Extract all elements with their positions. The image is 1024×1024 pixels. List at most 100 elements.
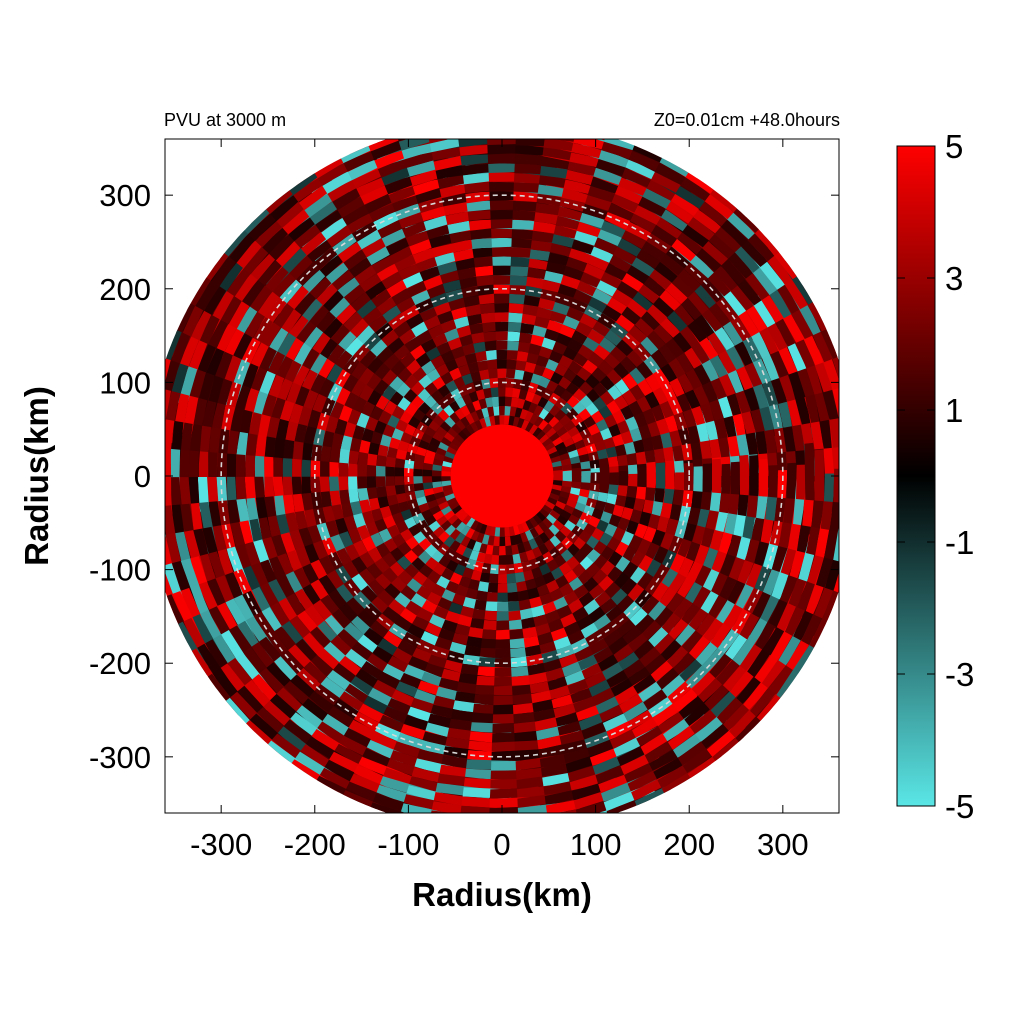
field-cell [745, 559, 765, 589]
field-cell [420, 671, 445, 688]
field-cell [521, 304, 539, 316]
field-cell [470, 530, 480, 542]
field-cell [213, 323, 236, 357]
field-cell [338, 655, 363, 678]
field-cell [518, 812, 561, 813]
field-cell [437, 310, 454, 325]
field-cell [494, 415, 500, 425]
field-cell [625, 158, 656, 180]
field-cell [538, 519, 552, 533]
field-cell [693, 466, 703, 492]
field-cell [348, 488, 360, 504]
field-cell [769, 289, 792, 319]
field-cell [843, 466, 853, 503]
field-cell [285, 593, 306, 618]
field-cell [655, 462, 666, 489]
field-cell [488, 573, 500, 584]
field-cell [235, 544, 252, 570]
field-cell [522, 399, 532, 411]
field-cell [459, 815, 494, 827]
field-cell [648, 267, 672, 290]
field-cell [429, 146, 461, 161]
field-cell [479, 572, 492, 584]
field-cell [547, 415, 560, 428]
field-cell [437, 409, 450, 422]
field-cell [814, 390, 830, 422]
field-cell [455, 125, 517, 137]
field-cell [252, 391, 268, 417]
field-cell [457, 416, 470, 429]
y-tick-label: -300 [89, 740, 151, 775]
field-cell [417, 439, 430, 451]
field-cell [520, 294, 541, 307]
field-cell [375, 395, 390, 411]
field-cell [469, 731, 496, 743]
field-cell [456, 181, 490, 194]
colorbar-tick-label: -5 [945, 788, 974, 825]
field-cell [777, 398, 793, 428]
field-cell [419, 206, 446, 222]
field-cell [540, 436, 553, 448]
title-left: PVU at 3000 m [164, 110, 286, 130]
field-cell [514, 730, 542, 743]
field-cell [331, 432, 344, 451]
field-cell [542, 772, 571, 787]
field-cell [716, 392, 733, 419]
field-cell [747, 614, 771, 645]
field-cell [541, 367, 555, 380]
field-cell [563, 139, 608, 141]
field-cell [423, 315, 441, 330]
field-cell [684, 347, 703, 369]
field-cell [514, 125, 546, 137]
field-cell [338, 531, 354, 550]
field-cell [494, 676, 518, 687]
field-cell [839, 491, 853, 534]
field-cell [493, 536, 502, 547]
field-cell [424, 426, 436, 438]
x-tick-label: -300 [190, 827, 252, 862]
field-cell [529, 514, 542, 528]
field-cell [225, 476, 237, 507]
colorbar-tick-label: 5 [945, 128, 963, 165]
field-cell [220, 523, 237, 554]
field-cell [532, 514, 544, 525]
field-cell [235, 454, 246, 483]
field-cell [768, 597, 790, 628]
x-tick-label: 0 [493, 827, 510, 862]
field-cell [848, 476, 862, 534]
field-cell [431, 414, 445, 428]
field-cell [259, 559, 278, 585]
field-cell [400, 585, 418, 602]
field-cell [621, 505, 634, 521]
field-cell [567, 629, 587, 645]
field-cell [473, 561, 484, 573]
field-cell [386, 446, 398, 460]
field-cell [443, 489, 455, 499]
field-cell [638, 554, 654, 573]
field-cell [251, 674, 278, 702]
x-tick-label: -200 [284, 827, 346, 862]
field-cell [786, 365, 806, 400]
field-cell [637, 467, 647, 488]
field-cell [420, 631, 439, 646]
field-cell [816, 553, 835, 588]
field-cell [542, 515, 556, 529]
field-cell [617, 227, 647, 249]
field-cell [151, 447, 161, 492]
field-cell [721, 463, 731, 494]
field-cell [292, 364, 310, 387]
field-cell [188, 450, 199, 485]
field-cell [291, 224, 321, 251]
field-cell [439, 319, 457, 334]
colorbar-tick-label: 3 [945, 260, 963, 297]
field-cell [503, 387, 514, 398]
field-cell [609, 472, 619, 486]
field-cell [257, 259, 282, 286]
field-cell [400, 160, 436, 179]
range-ring [220, 194, 784, 758]
range-rings [220, 194, 784, 758]
field-cell [266, 416, 280, 441]
field-cell [645, 653, 669, 675]
field-cell [512, 684, 534, 696]
field-cell [364, 246, 390, 267]
